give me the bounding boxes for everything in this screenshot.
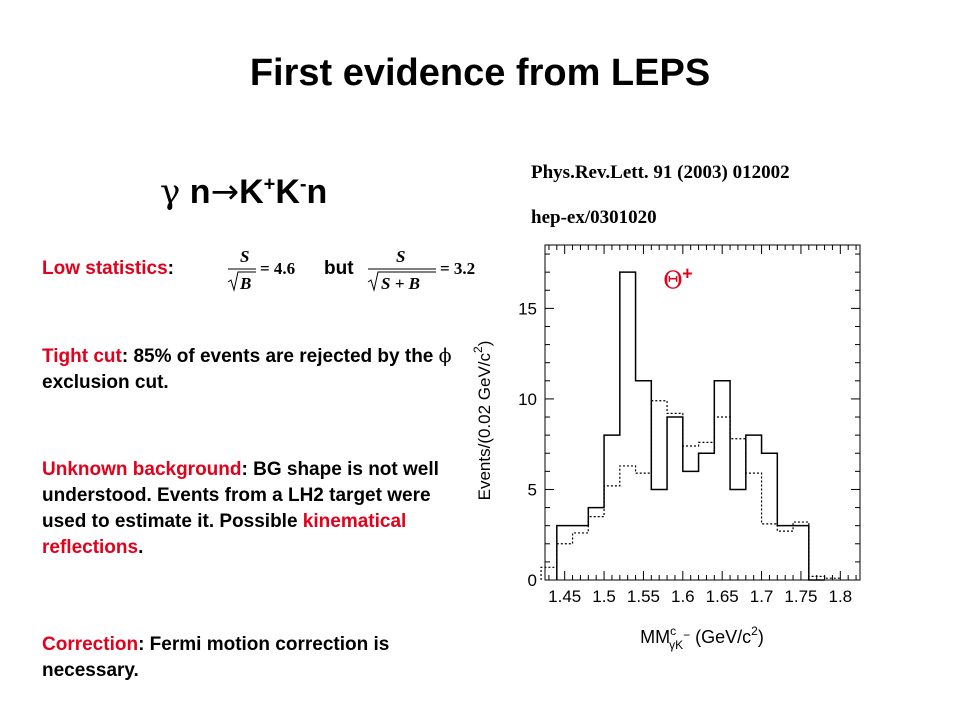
y-tick-label: 0 [528, 571, 537, 590]
background-histogram-dotted [540, 400, 841, 580]
kinematical-reflections: kinematical reflections [42, 511, 407, 558]
tight-cut-label: Tight cut [42, 346, 122, 367]
tight-cut-text-end: exclusion cut. [42, 372, 169, 393]
x-tick-label: 1.8 [828, 587, 852, 606]
background-paragraph: Unknown background: BG shape is not well… [42, 457, 472, 561]
x-tick-label: 1.5 [592, 587, 616, 606]
x-tick-label: 1.55 [627, 587, 660, 606]
gamma-symbol: γ [160, 172, 181, 212]
significance-formula-2: S S + B = 3.2 [367, 247, 475, 293]
reaction-formula: γ n→K+K-n [160, 172, 327, 212]
background-label: Unknown background [42, 459, 242, 480]
tight-cut-text: : 85% of events are rejected by the [121, 346, 439, 367]
signal-histogram-solid [556, 271, 825, 581]
but-label: but [324, 258, 354, 279]
formula1-value: = 4.6 [260, 259, 295, 278]
correction-label: Correction [42, 634, 139, 655]
theta-plus-sup: + [682, 263, 693, 283]
x-tick-label: 1.6 [671, 587, 695, 606]
x-axis-label: MMc γK− (GeV/c2) [640, 624, 764, 652]
y-tick-label: 10 [518, 390, 537, 409]
x-tick-label: 1.65 [706, 587, 739, 606]
arxiv-reference: hep-ex/0301020 [531, 207, 657, 228]
arrow-symbol: → [210, 172, 240, 212]
neutron-final: n [306, 173, 328, 211]
plus-charge: + [263, 173, 276, 196]
plot-frame [544, 244, 861, 581]
y-tick-label: 5 [528, 480, 537, 499]
tight-cut-paragraph: Tight cut: 85% of events are rejected by… [42, 343, 472, 396]
x-tick-label: 1.7 [750, 587, 774, 606]
neutron: n [189, 173, 211, 211]
theta-plus-annotation: Θ [663, 266, 683, 294]
kaon-minus: K [275, 173, 300, 211]
low-statistics-row: Low statistics: S B = 4.6 but S S + B = … [42, 247, 492, 298]
missing-mass-histogram: 0 5 10 15 1.45 1.5 1.55 1.6 1.65 1.7 1.75 1.8 Θ + MMc γ… [471, 244, 861, 652]
formula1-denominator: B [239, 274, 251, 293]
formula2-numerator: S [396, 247, 405, 266]
minus-charge: - [299, 173, 307, 196]
phi-symbol: ϕ [438, 345, 452, 367]
significance-formula-1: S B = 4.6 [227, 247, 295, 293]
correction-paragraph: Correction: Fermi motion correction is n… [42, 632, 472, 684]
background-text: : BG shape is not well understood. Event… [42, 459, 439, 532]
low-statistics-label: Low statistics: [42, 258, 174, 279]
formula1-numerator: S [240, 247, 249, 266]
x-tick-label: 1.45 [548, 587, 581, 606]
formula2-denominator: S + B [381, 274, 420, 293]
background-text-end: . [138, 537, 144, 558]
y-axis-label: Events/(0.02 GeV/c2) [471, 341, 494, 501]
kaon-plus: K [239, 173, 264, 211]
y-tick-label: 15 [518, 299, 537, 318]
journal-reference: Phys.Rev.Lett. 91 (2003) 012002 [531, 162, 790, 183]
slide-title: First evidence from LEPS [249, 52, 711, 94]
x-tick-label: 1.75 [784, 587, 817, 606]
formula2-value: = 3.2 [440, 259, 475, 278]
correction-text: : Fermi motion correction is necessary. [42, 634, 390, 681]
